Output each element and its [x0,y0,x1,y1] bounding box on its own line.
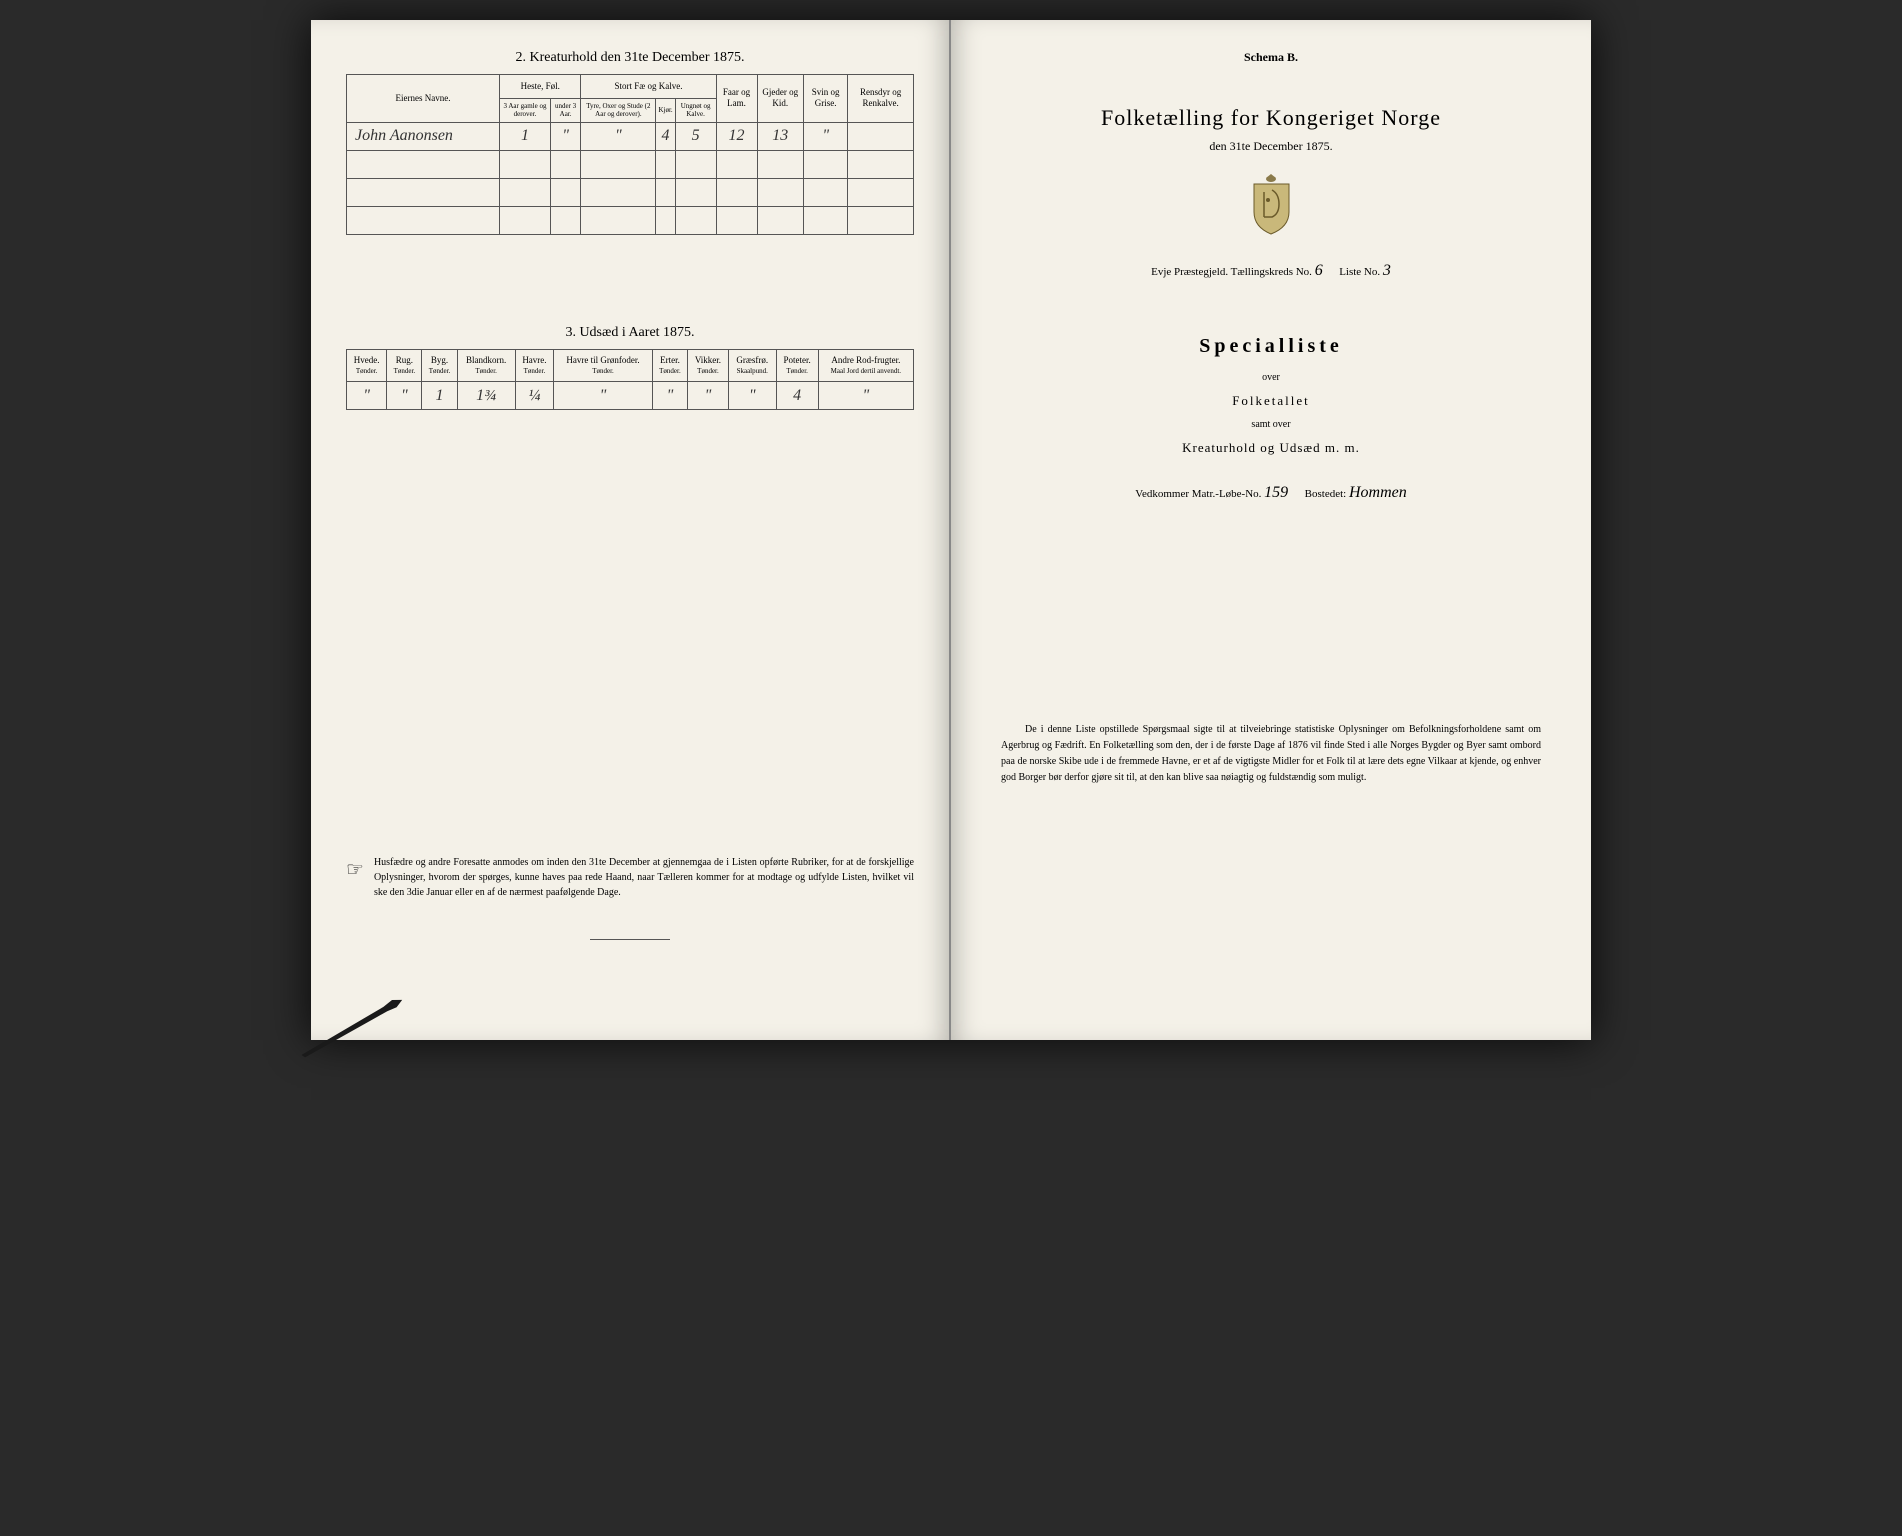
date-line: den 31te December 1875. [986,139,1556,154]
kreds-no: 6 [1315,262,1323,279]
livestock-table: Eiernes Navne. Heste, Føl. Stort Fæ og K… [346,74,914,235]
specialliste-heading: Specialliste [986,335,1556,358]
col: Havre til Grønfoder.Tønder. [554,349,653,382]
table-row [347,178,914,206]
cell: 12 [716,122,757,150]
sub-cattle-3: Ungnøt og Kalve. [675,98,716,122]
right-page: Schema B. Folketælling for Kongeriget No… [951,20,1591,1040]
main-title: Folketælling for Kongeriget Norge [986,105,1556,131]
col-goats: Gjeder og Kid. [757,75,804,123]
bosted-name: Hommen [1349,484,1407,501]
cell: 5 [675,122,716,150]
seed-table: Hvede.Tønder. Rug.Tønder. Byg.Tønder. Bl… [346,349,914,411]
col: Byg.Tønder. [422,349,457,382]
over-text: over [986,372,1556,383]
sub-cattle-1: Tyre, Oxer og Stude (2 Aar og derover). [581,98,656,122]
table-row [347,206,914,234]
matr-prefix: Vedkommer Matr.-Løbe-No. [1135,488,1261,500]
liste-prefix: Liste No. [1339,266,1380,278]
right-footer-text: De i denne Liste opstillede Spørgsmaal s… [986,722,1556,786]
col: Blandkorn.Tønder. [457,349,515,382]
sub-cattle-2: Kjør. [656,98,675,122]
pen-icon [287,985,425,1061]
col-pigs: Svin og Grise. [804,75,848,123]
cell: ¼ [515,382,553,410]
cell: " [550,122,580,150]
col: Vikker.Tønder. [688,349,729,382]
cell: 1 [500,122,551,150]
parish-prefix: Evje Præstegjeld. Tællingskreds No. [1151,266,1312,278]
cell: 1 [422,382,457,410]
cell: " [347,382,387,410]
table-row: " " 1 1¾ ¼ " " " " 4 " [347,382,914,410]
cell: 13 [757,122,804,150]
cell: 1¾ [457,382,515,410]
col: Andre Rod-frugter.Maal Jord dertil anven… [818,349,913,382]
col: Hvede.Tønder. [347,349,387,382]
table-row: John Aanonsen 1 " " 4 5 12 13 " [347,122,914,150]
liste-no: 3 [1383,262,1391,279]
col-owner: Eiernes Navne. [347,75,500,123]
book-spread: 2. Kreaturhold den 31te December 1875. E… [311,20,1591,1040]
col-sheep: Faar og Lam. [716,75,757,123]
col-group-horses: Heste, Føl. [500,75,581,99]
cell: " [804,122,848,150]
sub-horse-2: under 3 Aar. [550,98,580,122]
section2-title: 2. Kreaturhold den 31te December 1875. [346,50,914,66]
folketallet: Folketallet [986,393,1556,409]
divider [590,939,670,940]
cell: " [652,382,687,410]
col-reindeer: Rensdyr og Renkalve. [848,75,914,123]
col: Rug.Tønder. [387,349,422,382]
pointing-hand-icon: ☞ [346,855,364,900]
col-group-cattle: Stort Fæ og Kalve. [581,75,716,99]
col: Poteter.Tønder. [776,349,818,382]
cell [848,122,914,150]
cell: " [581,122,656,150]
owner-name: John Aanonsen [347,122,500,150]
bosted-prefix: Bostedet: [1305,488,1347,500]
col: Græsfrø.Skaalpund. [728,349,776,382]
col: Erter.Tønder. [652,349,687,382]
schema-label: Schema B. [986,50,1556,65]
cell: 4 [776,382,818,410]
cell: 4 [656,122,675,150]
cell: " [818,382,913,410]
matr-no: 159 [1264,484,1288,501]
cell: " [688,382,729,410]
footer-text: Husfædre og andre Foresatte anmodes om i… [374,855,914,900]
coat-of-arms-icon [1244,172,1299,237]
matr-line: Vedkommer Matr.-Løbe-No. 159 Bostedet: H… [986,484,1556,502]
col: Havre.Tønder. [515,349,553,382]
sub-horse-1: 3 Aar gamle og derover. [500,98,551,122]
left-page: 2. Kreaturhold den 31te December 1875. E… [311,20,951,1040]
cell: " [387,382,422,410]
samt-over: samt over [986,419,1556,430]
table-row [347,150,914,178]
cell: " [554,382,653,410]
footer-instruction: ☞ Husfædre og andre Foresatte anmodes om… [346,855,914,900]
cell: " [728,382,776,410]
parish-line: Evje Præstegjeld. Tællingskreds No. 6 Li… [986,262,1556,280]
kreatur-line: Kreaturhold og Udsæd m. m. [986,440,1556,456]
section3-title: 3. Udsæd i Aaret 1875. [346,325,914,341]
